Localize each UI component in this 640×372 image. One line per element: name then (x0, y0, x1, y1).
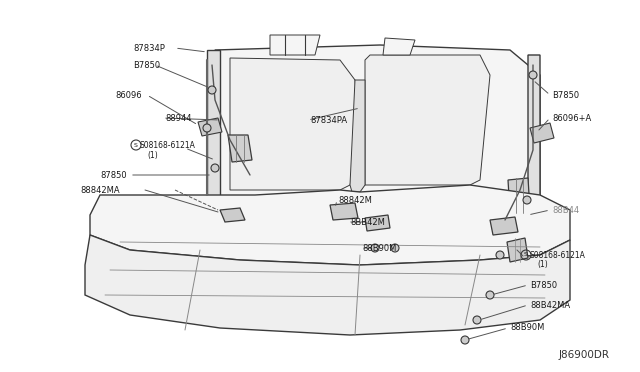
Circle shape (486, 291, 494, 299)
Polygon shape (530, 123, 554, 143)
Circle shape (461, 336, 469, 344)
Text: S08168-6121A: S08168-6121A (140, 141, 196, 150)
Text: 88B90M: 88B90M (362, 244, 396, 253)
Polygon shape (365, 215, 390, 231)
Text: 86096+A: 86096+A (552, 113, 591, 122)
Text: 87834PA: 87834PA (310, 115, 347, 125)
Polygon shape (528, 55, 540, 235)
Circle shape (208, 86, 216, 94)
Circle shape (391, 244, 399, 252)
Text: 8BB42M: 8BB42M (350, 218, 385, 227)
Circle shape (371, 244, 379, 252)
Polygon shape (228, 135, 252, 162)
Text: 86096: 86096 (115, 90, 141, 99)
Text: 88B42MA: 88B42MA (530, 301, 570, 310)
Text: S08168-6121A: S08168-6121A (530, 250, 586, 260)
Text: S: S (134, 142, 138, 148)
Text: B7850: B7850 (530, 280, 557, 289)
Polygon shape (490, 217, 518, 235)
Text: 88842MA: 88842MA (80, 186, 120, 195)
Polygon shape (383, 38, 415, 55)
Polygon shape (207, 50, 220, 200)
Circle shape (523, 196, 531, 204)
Polygon shape (90, 185, 570, 265)
Polygon shape (215, 45, 540, 220)
Text: B7850: B7850 (552, 90, 579, 99)
Text: 88B44: 88B44 (552, 205, 579, 215)
Polygon shape (365, 55, 490, 185)
Polygon shape (350, 80, 365, 192)
Polygon shape (220, 208, 245, 222)
Text: (1): (1) (537, 260, 548, 269)
Circle shape (473, 316, 481, 324)
Polygon shape (85, 235, 570, 335)
Polygon shape (508, 178, 530, 213)
Text: B7850: B7850 (133, 61, 160, 70)
Circle shape (529, 71, 537, 79)
Text: (1): (1) (147, 151, 157, 160)
Text: S: S (524, 253, 528, 257)
Polygon shape (507, 238, 528, 262)
Polygon shape (270, 35, 320, 55)
Text: 88944: 88944 (165, 113, 191, 122)
Circle shape (496, 251, 504, 259)
Text: 87834P: 87834P (133, 44, 165, 52)
Polygon shape (330, 203, 358, 220)
Text: J86900DR: J86900DR (559, 350, 610, 360)
Text: 87850: 87850 (100, 170, 127, 180)
Circle shape (203, 124, 211, 132)
Circle shape (211, 164, 219, 172)
Polygon shape (198, 118, 222, 136)
Text: 88842M: 88842M (338, 196, 372, 205)
Polygon shape (230, 58, 360, 190)
Text: 88B90M: 88B90M (510, 324, 545, 333)
